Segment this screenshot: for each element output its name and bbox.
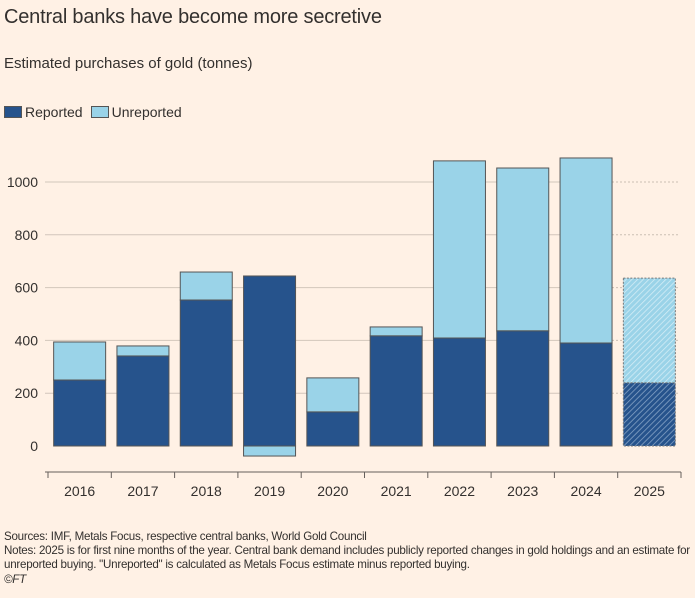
legend-item-unreported: Unreported: [90, 104, 182, 120]
y-tick-label: 200: [15, 385, 39, 401]
bar-reported: [306, 411, 360, 447]
bar-reported: [53, 379, 107, 447]
x-tick-label: 2023: [507, 483, 538, 499]
bar-unreported: [53, 341, 107, 381]
legend-item-reported: Reported: [4, 104, 83, 120]
legend-label: Unreported: [111, 104, 182, 120]
bar-reported: [179, 299, 233, 447]
bar-reported: [496, 330, 550, 447]
credit: ©FT: [4, 572, 26, 586]
x-tick-label: 2022: [444, 483, 475, 499]
y-tick-label: 800: [15, 227, 39, 243]
bar-unreported: [179, 271, 233, 301]
x-tick-label: 2021: [381, 483, 412, 499]
legend: Reported Unreported: [4, 104, 182, 120]
bar-reported: [559, 342, 613, 447]
chart-subtitle: Estimated purchases of gold (tonnes): [4, 55, 253, 72]
bar-unreported: [496, 167, 550, 332]
bar-unreported: [622, 277, 676, 384]
bar-reported: [369, 335, 423, 447]
legend-swatch-unreported: [90, 106, 109, 118]
bar-reported: [622, 382, 676, 447]
x-tick-label: 2016: [64, 483, 95, 499]
x-tick-label: 2019: [254, 483, 285, 499]
chart-title: Central banks have become more secretive: [4, 6, 382, 28]
notes: Notes: 2025 is for first nine months of …: [4, 544, 690, 572]
x-tick-label: 2025: [634, 483, 665, 499]
bar-reported: [432, 337, 486, 447]
y-tick-label: 600: [15, 280, 39, 296]
x-tick-label: 2024: [570, 483, 601, 499]
x-tick-label: 2018: [191, 483, 222, 499]
bar-unreported: [432, 160, 486, 339]
bar-unreported: [306, 377, 360, 413]
footnotes: Sources: IMF, Metals Focus, respective c…: [4, 530, 695, 587]
bar-reported: [243, 275, 297, 447]
bar-unreported: [559, 157, 613, 344]
y-tick-label: 1000: [7, 174, 38, 190]
y-tick-label: 400: [15, 332, 39, 348]
bar-unreported: [116, 345, 170, 357]
bar-unreported: [369, 326, 423, 337]
sources: Sources: IMF, Metals Focus, respective c…: [4, 530, 367, 543]
bar-unreported: [243, 445, 297, 457]
legend-swatch-reported: [4, 106, 22, 118]
x-tick-label: 2017: [127, 483, 158, 499]
y-tick-label: 0: [30, 438, 38, 454]
bar-chart: 0 200 400 600 800 1000 2016 2017 2018 2019 2020 202…: [7, 157, 682, 499]
bar-reported: [116, 355, 170, 447]
x-tick-label: 2020: [317, 483, 348, 499]
legend-label: Reported: [25, 104, 83, 120]
